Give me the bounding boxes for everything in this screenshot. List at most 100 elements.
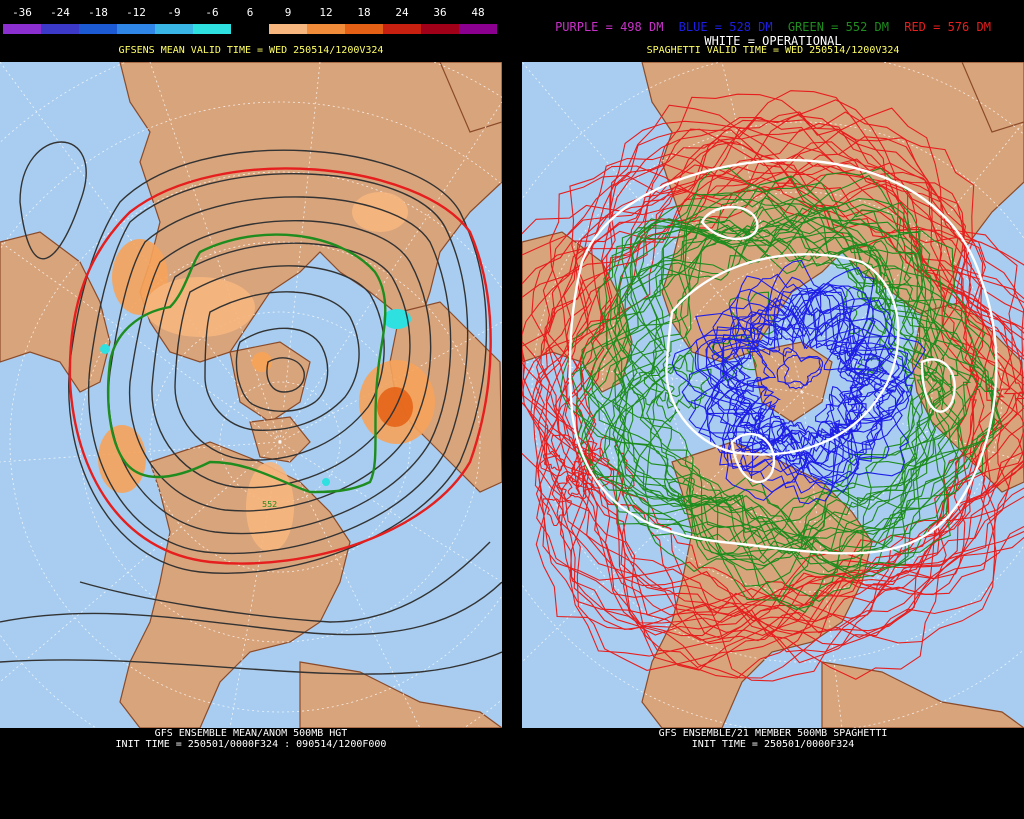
legend-label: -36 xyxy=(12,6,32,19)
spaghetti-line xyxy=(668,477,695,505)
africa-land xyxy=(961,62,1024,133)
spaghetti-line xyxy=(705,285,890,473)
spaghetti-line xyxy=(583,198,956,579)
contour-576 xyxy=(68,167,492,565)
spaghetti-line xyxy=(566,472,595,501)
legend-label: 24 xyxy=(395,6,409,19)
spaghetti-line xyxy=(722,290,910,484)
legend-label: 18 xyxy=(357,6,371,19)
spaghetti-line xyxy=(643,354,708,423)
spaghetti-line xyxy=(609,198,968,573)
ensemble-mean-panel: -36 -24 -18 -12 -9 -6 6 9 12 18 24 36 48 GFSENS MEAN… xyxy=(0,0,502,819)
spaghetti-line xyxy=(579,182,948,573)
spaghetti-panel: PURPLE = 498 DM BLUE = 528 DM GREEN = 55… xyxy=(522,0,1024,819)
spaghetti-line xyxy=(824,393,865,437)
legend-label: 36 xyxy=(433,6,447,19)
spaghetti-line xyxy=(779,420,807,444)
operational-contour xyxy=(568,158,998,555)
legend-swatch xyxy=(41,24,79,34)
spaghetti-map xyxy=(522,62,1024,728)
legend-swatch xyxy=(307,24,345,34)
positive-anomaly xyxy=(352,192,408,232)
legend-label: 6 xyxy=(246,6,254,19)
spaghetti-line xyxy=(522,119,1017,669)
legend-label: -9 xyxy=(167,6,181,19)
legend-red: RED = 576 DM xyxy=(904,20,991,34)
spaghetti-line xyxy=(535,120,1024,630)
legend-swatch xyxy=(231,24,269,34)
legend-label: -6 xyxy=(205,6,219,19)
mean-caption-init: INIT TIME = 250501/0000F324 : 090514/120… xyxy=(115,739,387,750)
mean-caption-title: GFS ENSEMBLE MEAN/ANOM 500MB HGT xyxy=(154,728,348,739)
spaghetti-line xyxy=(761,420,798,462)
spaghetti-line xyxy=(571,456,593,476)
negative-anomaly xyxy=(383,309,411,329)
spaghetti-legend: PURPLE = 498 DM BLUE = 528 DM GREEN = 55… xyxy=(522,20,1024,34)
arctic-island-land xyxy=(249,416,311,463)
negative-anomaly xyxy=(322,478,330,486)
spaghetti-line xyxy=(532,141,1024,682)
spaghetti-line xyxy=(694,259,900,470)
legend-label: 9 xyxy=(284,6,292,19)
legend-swatch xyxy=(193,24,231,34)
legend-swatch xyxy=(345,24,383,34)
legend-label: 48 xyxy=(471,6,485,19)
legend-swatch xyxy=(117,24,155,34)
legend-label: -18 xyxy=(88,6,108,19)
operational-legend: WHITE = OPERATIONAL xyxy=(704,34,842,48)
positive-anomaly xyxy=(145,277,255,337)
spaghetti-line xyxy=(681,289,906,493)
spaghetti-line xyxy=(706,276,883,456)
spaghetti-line xyxy=(522,111,1011,664)
negative-anomaly xyxy=(100,344,110,354)
spaghetti-line xyxy=(712,290,910,494)
spaghetti-line xyxy=(833,344,852,365)
operational-contour xyxy=(700,205,759,241)
spaghetti-line xyxy=(619,203,956,556)
spaghetti-line xyxy=(542,450,566,472)
operational-contour xyxy=(920,358,956,413)
spaghetti-line xyxy=(711,283,902,476)
spaghetti-line xyxy=(570,167,937,571)
spaghetti-line xyxy=(540,128,975,645)
spaghetti-line xyxy=(728,307,864,447)
legend-label: 12 xyxy=(319,6,333,19)
spaghetti-line xyxy=(698,275,897,479)
spaghetti-line xyxy=(671,266,875,494)
anomaly-legend-labels: -36 -24 -18 -12 -9 -6 6 9 12 18 24 36 48 xyxy=(0,6,502,20)
spaghetti-line xyxy=(614,201,951,564)
anomaly-color-legend xyxy=(3,24,497,34)
spaghetti-line xyxy=(838,339,883,387)
legend-swatch xyxy=(269,24,307,34)
ensemble-mean-map: 552 xyxy=(0,62,502,728)
africa-land xyxy=(439,62,502,133)
legend-swatch xyxy=(383,24,421,34)
operational-contours xyxy=(568,158,998,555)
spaghetti-line xyxy=(581,175,972,587)
spaghetti-line xyxy=(547,104,1024,679)
spaghetti-line xyxy=(534,93,1024,639)
legend-green: GREEN = 552 DM xyxy=(787,20,889,34)
spaghetti-line xyxy=(844,239,912,310)
spaghetti-valid-time: SPAGHETTI VALID TIME = WED 250514/1200V3… xyxy=(646,45,900,56)
contour-552 xyxy=(106,233,387,494)
spaghetti-line xyxy=(575,141,1024,635)
operational-contour xyxy=(665,253,900,456)
central-america-land xyxy=(299,661,502,728)
spaghetti-caption-title: GFS ENSEMBLE/21 MEMBER 500MB SPAGHETTI xyxy=(658,728,888,739)
alaska-land xyxy=(0,231,111,393)
spaghetti-caption-init: INIT TIME = 250501/0000F324 xyxy=(691,739,855,750)
legend-swatch xyxy=(79,24,117,34)
spaghetti-line xyxy=(542,116,1024,671)
spaghetti-line xyxy=(776,354,824,387)
spaghetti-line xyxy=(603,216,1001,555)
spaghetti-line xyxy=(522,90,1024,680)
legend-blue: BLUE = 528 DM xyxy=(678,20,773,34)
spaghetti-line xyxy=(843,267,900,335)
spaghetti-line xyxy=(613,224,1000,579)
legend-swatch xyxy=(421,24,459,34)
contour-value-label: 552 xyxy=(262,500,277,509)
legend-swatch xyxy=(3,24,41,34)
spaghetti-line xyxy=(543,107,1024,646)
spaghetti-line xyxy=(522,158,986,642)
